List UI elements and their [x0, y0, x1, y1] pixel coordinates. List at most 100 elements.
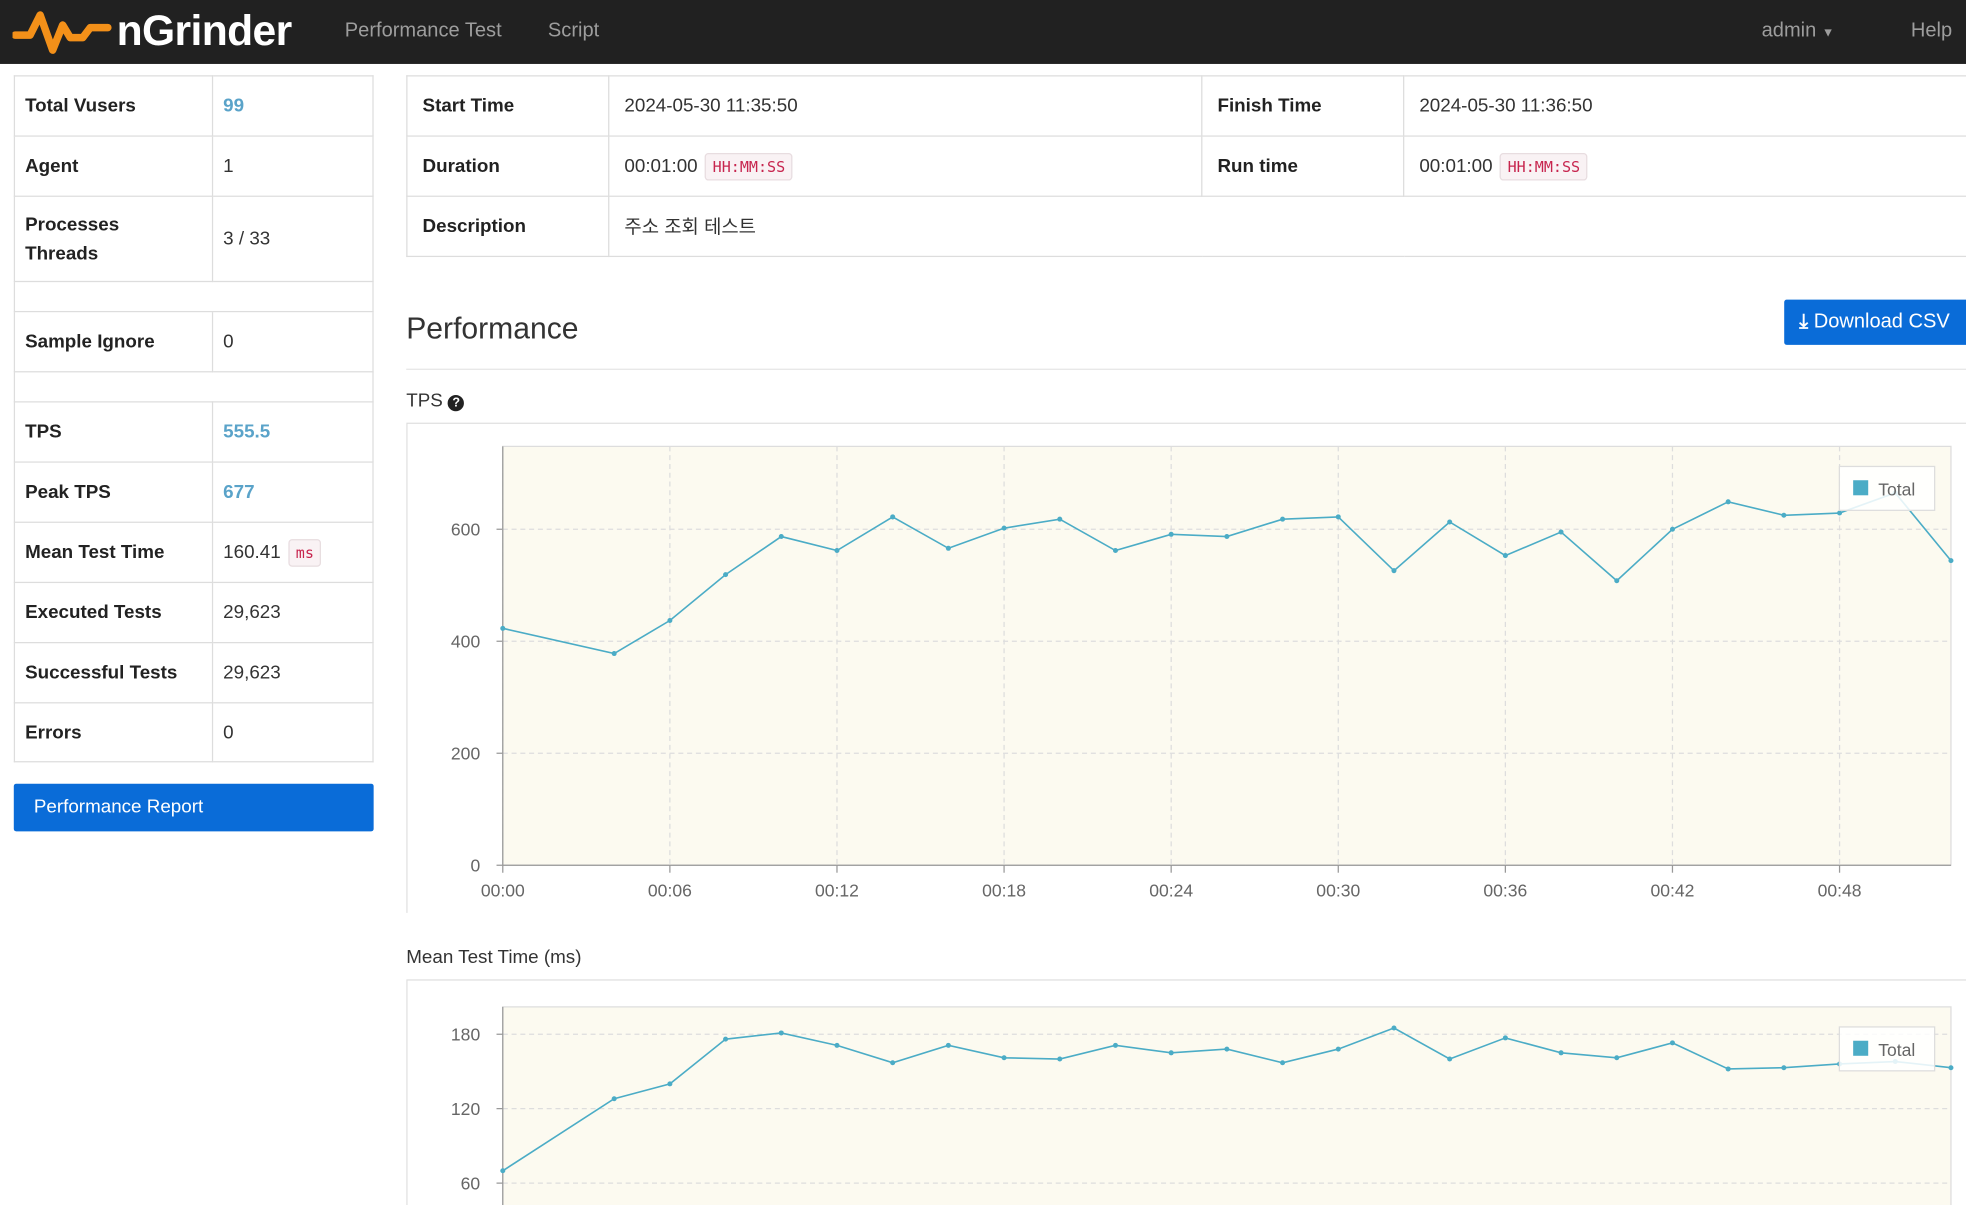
- x-tick-label: 00:06: [648, 881, 692, 901]
- legend-swatch: [1853, 1040, 1869, 1056]
- logo: [12, 11, 112, 54]
- data-point: [1614, 578, 1620, 584]
- data-point: [723, 1036, 729, 1042]
- value-cell: 160.41 ms: [211, 521, 374, 584]
- y-tick-label: 60: [461, 1173, 481, 1193]
- label: Mean Test Time: [13, 521, 214, 584]
- chart-title: Mean Test Time (ms): [406, 946, 582, 969]
- x-tick-label: 00:24: [1149, 881, 1193, 901]
- label: Total Vusers: [13, 75, 214, 137]
- value: 555.5: [211, 401, 374, 463]
- label: Processes Threads: [13, 195, 214, 283]
- data-point: [1725, 499, 1731, 505]
- label: Finish Time: [1201, 75, 1405, 137]
- data-point: [1781, 512, 1787, 518]
- series-line: [502, 491, 1952, 655]
- section-title: Performance: [406, 312, 579, 347]
- label: Start Time: [406, 75, 610, 137]
- chart-border: [406, 979, 1966, 1205]
- data-point: [834, 548, 840, 554]
- data-point: [945, 545, 951, 551]
- data-point: [834, 1042, 840, 1048]
- y-tick-label: 200: [451, 743, 481, 763]
- data-point: [1558, 1050, 1564, 1056]
- value: 0: [211, 702, 374, 763]
- y-tick-label: 180: [451, 1024, 481, 1044]
- help-link[interactable]: Help: [1910, 20, 1953, 42]
- value: 2024-05-30 11:35:50: [608, 75, 1203, 137]
- value: 99: [211, 75, 374, 137]
- data-point: [1725, 1066, 1731, 1072]
- data-point: [890, 514, 896, 520]
- label: Errors: [13, 702, 214, 763]
- label: Duration: [406, 135, 610, 197]
- legend-swatch: [1853, 480, 1869, 496]
- plot-area: [502, 445, 1952, 866]
- label: Sample Ignore: [13, 310, 214, 373]
- data-point: [1948, 558, 1954, 564]
- data-point: [1335, 1046, 1341, 1052]
- value: 1: [211, 135, 374, 197]
- value: 주소 조회 테스트: [608, 195, 1966, 258]
- data-point: [1391, 1025, 1397, 1031]
- chart: 0 200 400 600 00:00 00:06 00:12 00:18 00:24 00:30…: [406, 422, 1966, 913]
- format-badge: HH:MM:SS: [1500, 152, 1588, 181]
- data-point: [945, 1042, 951, 1048]
- data-point: [1447, 1056, 1453, 1062]
- brand[interactable]: nGrinder: [116, 7, 293, 56]
- chart-border: [406, 422, 1966, 913]
- format-badge: HH:MM:SS: [705, 152, 793, 181]
- data-point: [1224, 534, 1230, 540]
- value: 00:01:00: [1419, 155, 1493, 177]
- label: TPS: [13, 401, 214, 463]
- label: Executed Tests: [13, 581, 214, 644]
- summary-table: Total Vusers 99 Agent 1 Processes Threads 3 …: [13, 75, 374, 763]
- data-point: [1280, 516, 1286, 522]
- value: 2024-05-30 11:36:50: [1403, 75, 1966, 137]
- x-tick-label: 00:12: [815, 881, 859, 901]
- data-point: [667, 618, 673, 624]
- user-name: admin: [1761, 20, 1817, 42]
- value: 160.41: [223, 541, 281, 564]
- label-line: Processes: [25, 213, 120, 236]
- data-point: [1781, 1065, 1787, 1071]
- data-point: [1614, 1055, 1620, 1061]
- value: 29,623: [211, 581, 374, 644]
- data-point: [1558, 529, 1564, 535]
- data-point: [1447, 519, 1453, 525]
- value-cell: 00:01:00 HH:MM:SS: [1403, 135, 1966, 197]
- unit-badge: ms: [288, 539, 322, 567]
- data-point: [778, 1030, 784, 1036]
- value: 3 / 33: [211, 195, 374, 283]
- button-label: Download CSV: [1813, 310, 1950, 333]
- x-tick-label: 00:36: [1483, 881, 1527, 901]
- x-tick-label: 00:48: [1818, 881, 1862, 901]
- navbar: nGrinder Performance Test Script admin ▼…: [0, 0, 1966, 64]
- user-menu[interactable]: admin ▼: [1761, 20, 1835, 42]
- value: 29,623: [211, 641, 374, 704]
- data-point: [778, 534, 784, 540]
- legend-label: Total: [1878, 1040, 1915, 1060]
- y-tick-label: 400: [451, 632, 481, 652]
- divider: [406, 368, 1966, 370]
- data-point: [1224, 1046, 1230, 1052]
- download-button[interactable]: ⤓ Download CSV: [1784, 299, 1966, 345]
- menu-item[interactable]: Script: [547, 20, 600, 42]
- label-line: Threads: [25, 242, 99, 264]
- label: Run time: [1201, 135, 1405, 197]
- menu-item[interactable]: Performance Test: [344, 20, 502, 42]
- y-tick-label: 600: [451, 520, 481, 540]
- series-line: [502, 1027, 1952, 1172]
- data-point: [667, 1081, 673, 1087]
- data-point: [1001, 525, 1007, 531]
- data-point: [1112, 1042, 1118, 1048]
- chart-title-text: TPS: [406, 389, 443, 412]
- data-point: [1502, 1035, 1508, 1041]
- value: 677: [211, 461, 374, 523]
- value: 0: [211, 310, 374, 373]
- report-button[interactable]: Performance Report: [13, 783, 374, 832]
- label: Agent: [13, 135, 214, 197]
- value: 00:01:00: [624, 155, 698, 177]
